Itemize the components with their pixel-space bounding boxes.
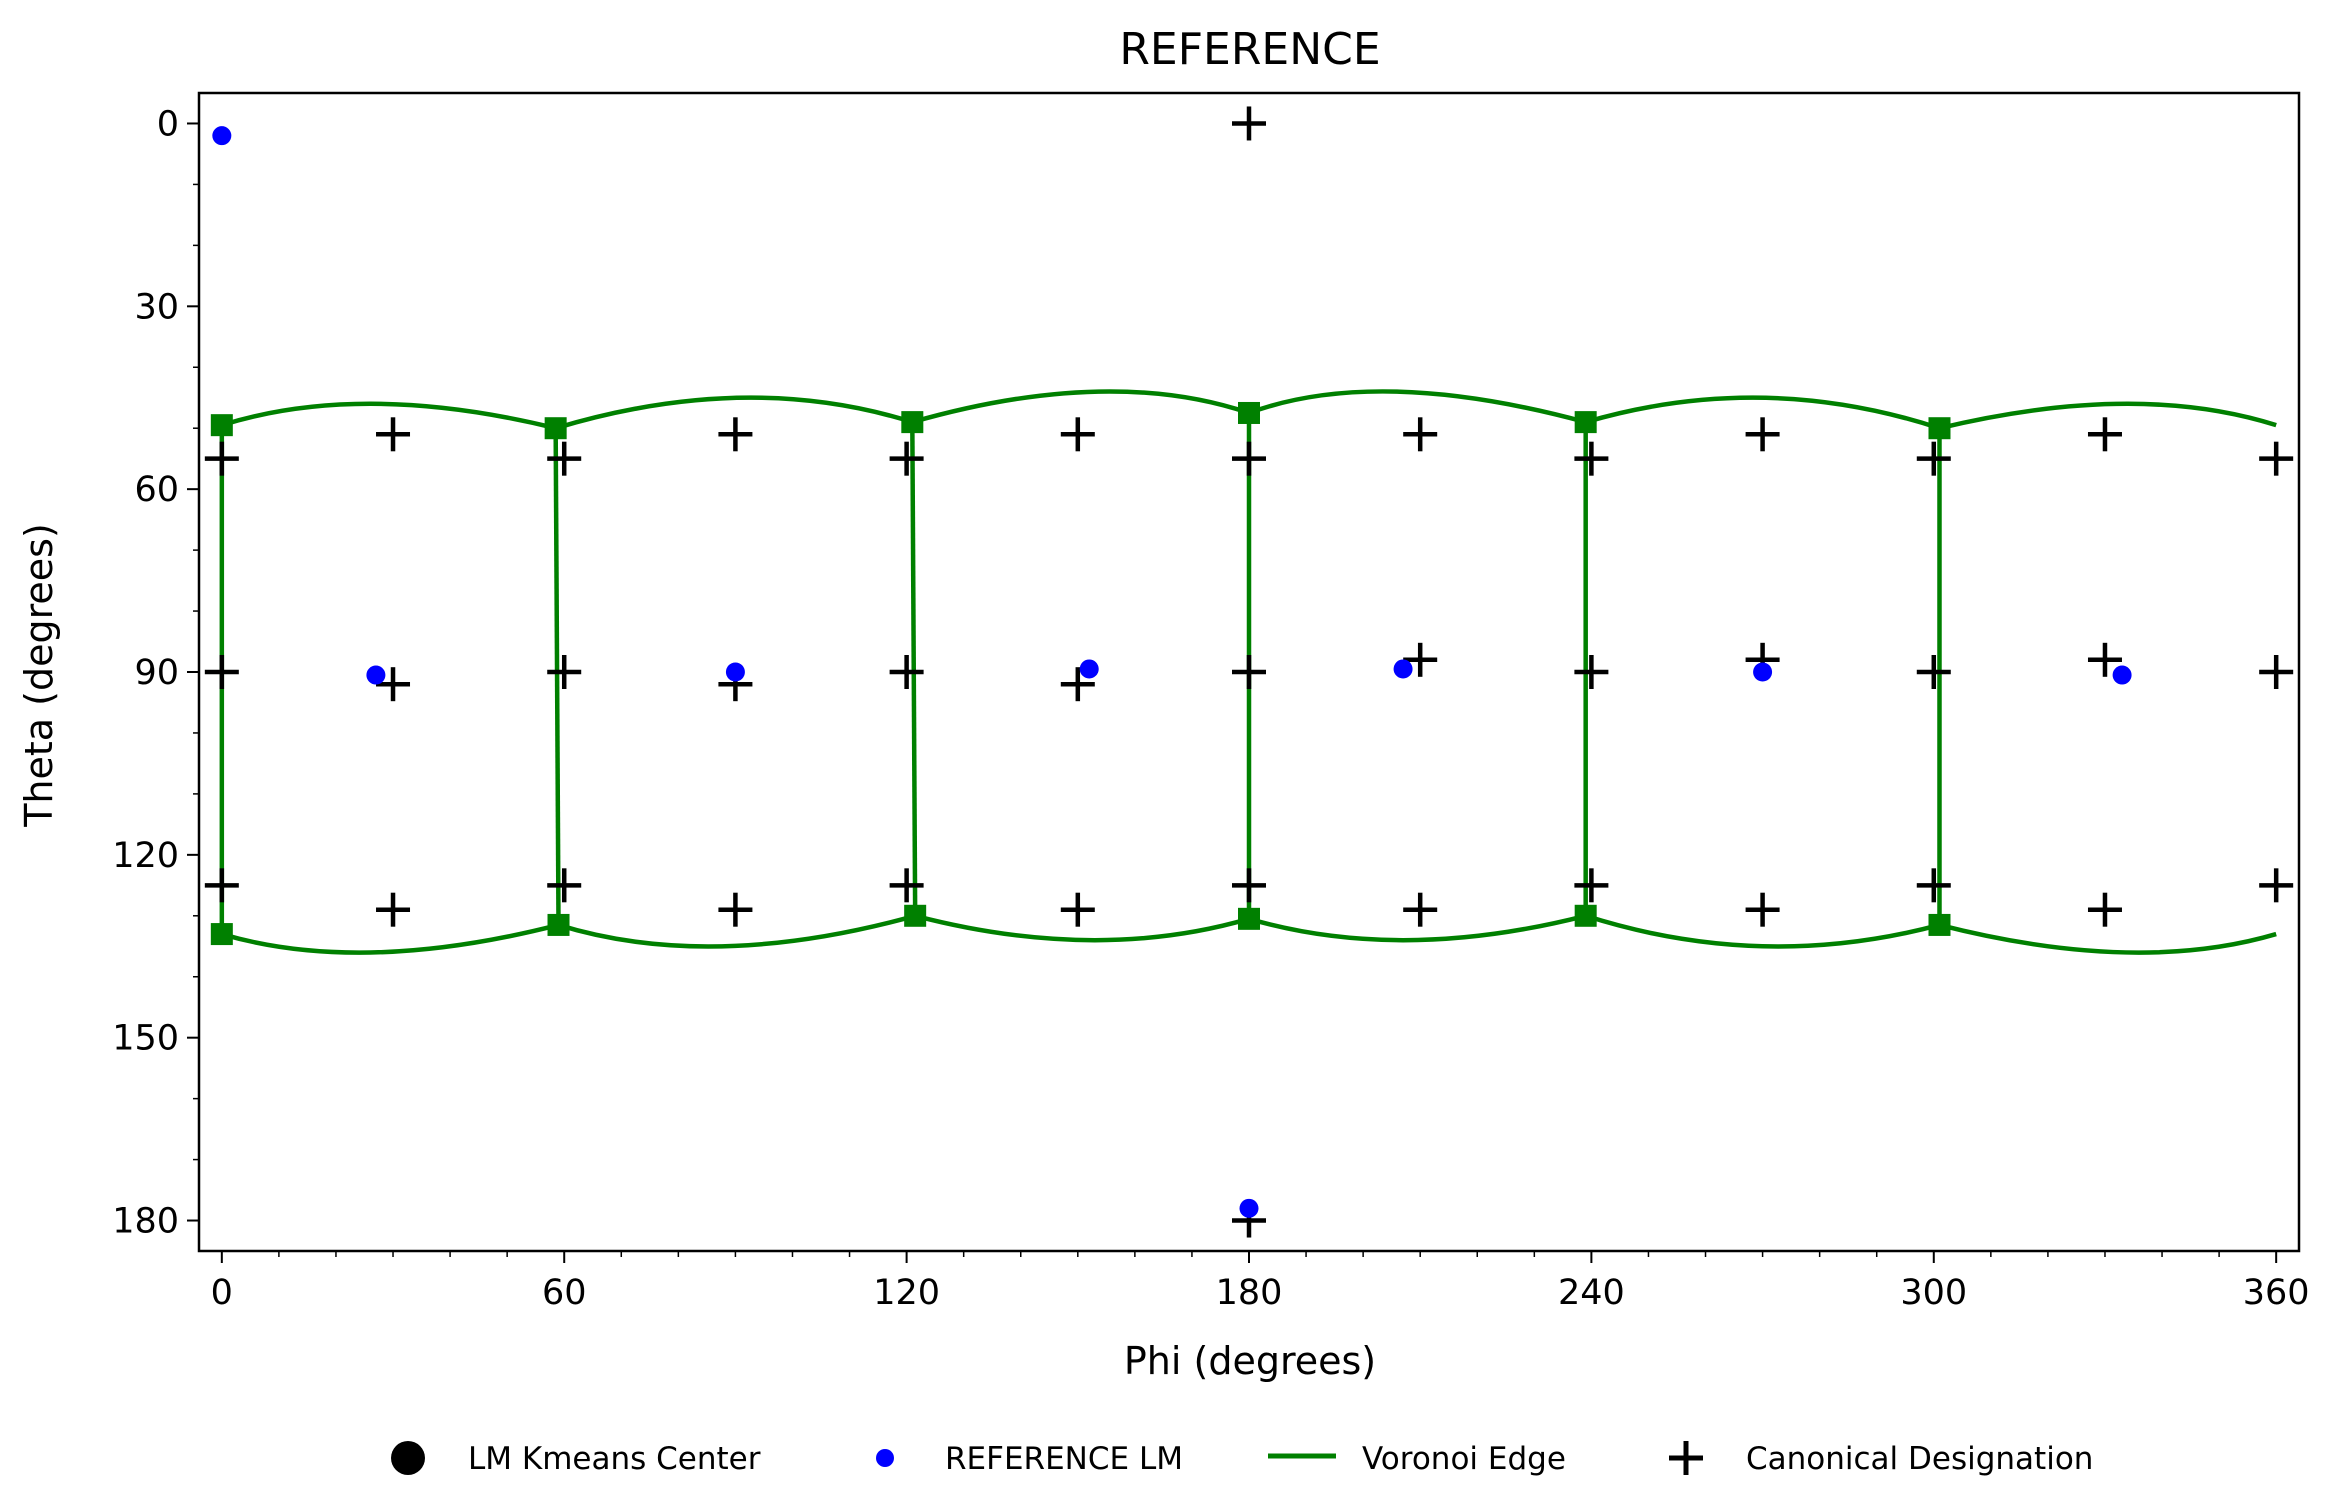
canonical-point xyxy=(1574,655,1609,689)
legend-kmeans-marker xyxy=(391,1441,425,1475)
voronoi-vertex xyxy=(544,417,567,440)
x-tick-label: 180 xyxy=(1216,1273,1283,1313)
reference-lm-point xyxy=(366,665,386,685)
y-axis-label: Theta (degrees) xyxy=(17,523,61,828)
legend-kmeans-label: LM Kmeans Center xyxy=(468,1441,761,1477)
canonical-point xyxy=(376,667,411,702)
voronoi-edge-top xyxy=(1938,401,2277,431)
voronoi-vertex xyxy=(1574,904,1597,927)
canonical-point xyxy=(2087,642,2122,677)
voronoi-edge-bottom xyxy=(914,913,1250,943)
voronoi-edge-bottom xyxy=(1248,913,1587,943)
y-tick-label: 180 xyxy=(112,1202,179,1242)
canonical-point xyxy=(547,441,582,476)
x-tick-label: 300 xyxy=(1900,1273,1967,1313)
voronoi-vertex xyxy=(1238,907,1260,930)
voronoi-vertex xyxy=(904,904,927,927)
voronoi-edge-vertical xyxy=(910,422,918,916)
canonical-point xyxy=(1232,868,1266,903)
canonical-point xyxy=(1060,892,1095,927)
reference-lm-point xyxy=(2112,665,2132,685)
canonical-point xyxy=(1403,892,1438,927)
plot-area: 0 60 120 180 240 300 360 0 30 60 90 120 150 180 xyxy=(112,91,2310,1313)
canonical-point xyxy=(889,441,924,476)
canonical-point xyxy=(2259,868,2294,903)
canonical-point xyxy=(1574,441,1609,476)
voronoi-vertex xyxy=(210,414,233,437)
y-tick-label: 120 xyxy=(112,836,179,876)
y-tick-label: 150 xyxy=(112,1019,179,1059)
voronoi-edge-top xyxy=(1585,395,1941,431)
x-tick-label: 240 xyxy=(1558,1273,1625,1313)
voronoi-vertex xyxy=(1574,411,1597,434)
canonical-point xyxy=(1403,417,1438,452)
canonical-point xyxy=(204,868,239,903)
voronoi-edge-top xyxy=(911,389,1250,425)
y-tick-label: 30 xyxy=(134,287,179,327)
y-tick-label: 90 xyxy=(134,653,179,693)
x-tick-label: 0 xyxy=(211,1273,233,1313)
canonical-point xyxy=(1745,417,1780,452)
canonical-point xyxy=(2087,892,2122,927)
legend-canonical-label: Canonical Designation xyxy=(1746,1441,2093,1477)
voronoi-edge-vertical xyxy=(553,428,561,925)
voronoi-edge-top xyxy=(1248,389,1587,425)
canonical-point xyxy=(1916,655,1951,689)
canonical-point xyxy=(718,892,753,927)
canonical-point xyxy=(1060,417,1095,452)
canonical-point xyxy=(1403,642,1438,677)
canonical-point xyxy=(889,868,924,903)
canonical-point xyxy=(1232,441,1266,476)
reference-lm-point xyxy=(212,126,232,146)
reference-lm-point xyxy=(1393,659,1413,679)
canonical-point xyxy=(1232,106,1266,141)
voronoi-vertex xyxy=(210,923,233,946)
voronoi-vertex xyxy=(547,913,570,936)
reference-lm-point xyxy=(1079,659,1099,679)
canonical-point xyxy=(1916,868,1951,903)
voronoi-vertex xyxy=(1928,417,1951,440)
canonical-point xyxy=(2259,441,2294,476)
voronoi-edge-bottom xyxy=(557,913,916,949)
legend-voronoi-label: Voronoi Edge xyxy=(1362,1441,1566,1477)
reference-lm-point xyxy=(1239,1198,1259,1218)
reference-lm-point xyxy=(1753,662,1773,682)
canonical-point xyxy=(376,892,411,927)
x-tick-label: 360 xyxy=(2243,1273,2310,1313)
legend: LM Kmeans Center REFERENCE LM Voronoi Ed… xyxy=(391,1441,2093,1477)
canonical-point xyxy=(1745,892,1780,927)
canonical-point xyxy=(889,655,924,689)
voronoi-edge-bottom xyxy=(1584,913,1941,949)
voronoi-vertex xyxy=(1928,913,1951,936)
y-tick-label: 0 xyxy=(157,104,179,144)
canonical-point xyxy=(547,655,582,689)
canonical-point xyxy=(1574,868,1609,903)
canonical-point xyxy=(547,868,582,903)
canonical-point xyxy=(2259,655,2294,689)
reference-lm-point xyxy=(725,662,745,682)
x-tick-label: 120 xyxy=(873,1273,940,1313)
canonical-point xyxy=(1916,441,1951,476)
canonical-point xyxy=(1232,655,1266,689)
chart-title: REFERENCE xyxy=(1119,24,1380,75)
legend-canonical-marker xyxy=(1669,1441,1703,1475)
voronoi-vertex xyxy=(901,411,924,434)
canonical-point xyxy=(2087,417,2122,452)
voronoi-edge-bottom xyxy=(1938,922,2277,955)
canonical-point xyxy=(204,441,239,476)
voronoi-vertex xyxy=(1238,401,1260,424)
x-tick-label: 60 xyxy=(542,1273,587,1313)
voronoi-edge-bottom xyxy=(221,922,560,955)
y-tick-label: 60 xyxy=(134,470,179,510)
canonical-point xyxy=(718,417,753,452)
legend-reference-label: REFERENCE LM xyxy=(945,1441,1183,1477)
canonical-point xyxy=(376,417,411,452)
x-axis-label: Phi (degrees) xyxy=(1124,1339,1376,1383)
voronoi-edge-top xyxy=(555,395,913,431)
voronoi-edge-top xyxy=(221,401,557,431)
canonical-point xyxy=(204,655,239,689)
canonical-point xyxy=(1060,667,1095,702)
legend-reference-marker xyxy=(876,1449,894,1467)
